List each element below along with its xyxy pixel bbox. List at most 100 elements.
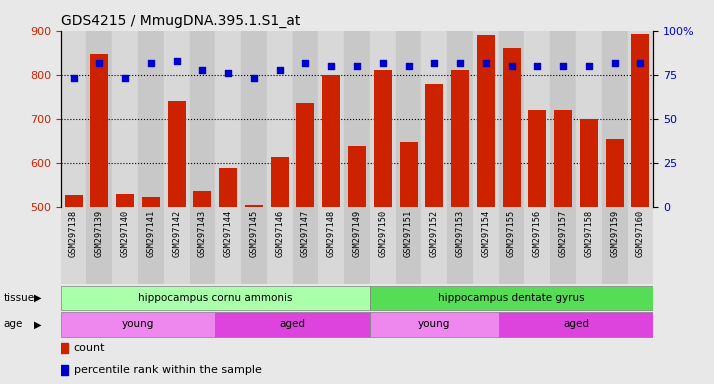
Point [171, 58, 182, 64]
Point [248, 75, 260, 81]
Bar [219, 167, 237, 207]
Bar [116, 194, 134, 207]
Bar [142, 197, 160, 207]
Bar [631, 34, 650, 207]
Text: GSM297160: GSM297160 [636, 210, 645, 257]
Bar [477, 35, 495, 207]
Bar [498, 207, 525, 284]
Bar [322, 75, 341, 207]
Bar [318, 207, 344, 284]
Bar [498, 31, 525, 207]
Bar [189, 31, 216, 207]
Bar [216, 207, 241, 284]
Text: GSM297139: GSM297139 [95, 210, 104, 257]
Bar [576, 31, 602, 207]
Bar [112, 207, 138, 284]
Bar [318, 31, 344, 207]
Bar [64, 195, 83, 207]
Bar [296, 103, 314, 207]
Bar [138, 31, 164, 207]
Bar [576, 207, 602, 284]
Bar [373, 70, 392, 207]
Text: GSM297141: GSM297141 [146, 210, 156, 257]
Bar [86, 31, 112, 207]
Bar [245, 205, 263, 207]
Bar [267, 207, 293, 284]
Point [196, 66, 208, 73]
Text: young: young [418, 319, 451, 329]
Bar [61, 313, 216, 336]
Text: GSM297138: GSM297138 [69, 210, 78, 257]
Bar [528, 110, 546, 207]
Bar [554, 110, 572, 207]
Bar [90, 54, 109, 207]
Bar [193, 191, 211, 207]
Bar [348, 146, 366, 207]
Bar [293, 207, 318, 284]
Bar [473, 207, 498, 284]
Bar [370, 313, 498, 336]
Text: GSM297151: GSM297151 [404, 210, 413, 257]
Bar [138, 207, 164, 284]
Bar [451, 70, 469, 207]
Bar [164, 207, 189, 284]
Bar [421, 31, 447, 207]
Text: hippocampus cornu ammonis: hippocampus cornu ammonis [138, 293, 293, 303]
Text: GSM297142: GSM297142 [172, 210, 181, 257]
Bar [628, 31, 653, 207]
Text: GSM297153: GSM297153 [456, 210, 465, 257]
Bar [61, 286, 370, 310]
Point [274, 66, 286, 73]
Point [94, 60, 105, 66]
Text: GSM297144: GSM297144 [223, 210, 233, 257]
Point [145, 60, 156, 66]
Bar [164, 31, 189, 207]
Bar [61, 31, 86, 207]
Point [223, 70, 234, 76]
Point [506, 63, 518, 69]
Bar [216, 31, 241, 207]
Bar [473, 31, 498, 207]
Text: ▶: ▶ [34, 293, 42, 303]
Text: GSM297152: GSM297152 [430, 210, 439, 257]
Bar [605, 139, 623, 207]
Text: percentile rank within the sample: percentile rank within the sample [74, 364, 261, 375]
Bar [550, 31, 576, 207]
Bar [293, 31, 318, 207]
Text: GSM297146: GSM297146 [275, 210, 284, 257]
Bar [344, 31, 370, 207]
Text: GSM297147: GSM297147 [301, 210, 310, 257]
Point [377, 60, 388, 66]
Bar [602, 207, 628, 284]
Bar [241, 31, 267, 207]
Point [68, 75, 79, 81]
Text: hippocampus dentate gyrus: hippocampus dentate gyrus [438, 293, 585, 303]
Text: aged: aged [563, 319, 589, 329]
Text: GSM297143: GSM297143 [198, 210, 207, 257]
Bar [61, 207, 86, 284]
Bar [370, 31, 396, 207]
Bar [396, 207, 421, 284]
Text: GSM297159: GSM297159 [610, 210, 619, 257]
Bar [271, 157, 288, 207]
Point [635, 60, 646, 66]
Text: young: young [122, 319, 154, 329]
Text: tissue: tissue [4, 293, 35, 303]
Bar [168, 101, 186, 207]
Bar [370, 207, 396, 284]
Point [403, 63, 414, 69]
Bar [216, 313, 370, 336]
Bar [525, 31, 550, 207]
Text: GSM297140: GSM297140 [121, 210, 130, 257]
Point [428, 60, 440, 66]
Text: GSM297158: GSM297158 [584, 210, 593, 257]
Text: age: age [4, 319, 23, 329]
Bar [447, 207, 473, 284]
Text: GSM297155: GSM297155 [507, 210, 516, 257]
Bar [426, 84, 443, 207]
Point [583, 63, 595, 69]
Bar [241, 207, 267, 284]
Bar [503, 48, 521, 207]
Bar [189, 207, 216, 284]
Bar [86, 207, 112, 284]
